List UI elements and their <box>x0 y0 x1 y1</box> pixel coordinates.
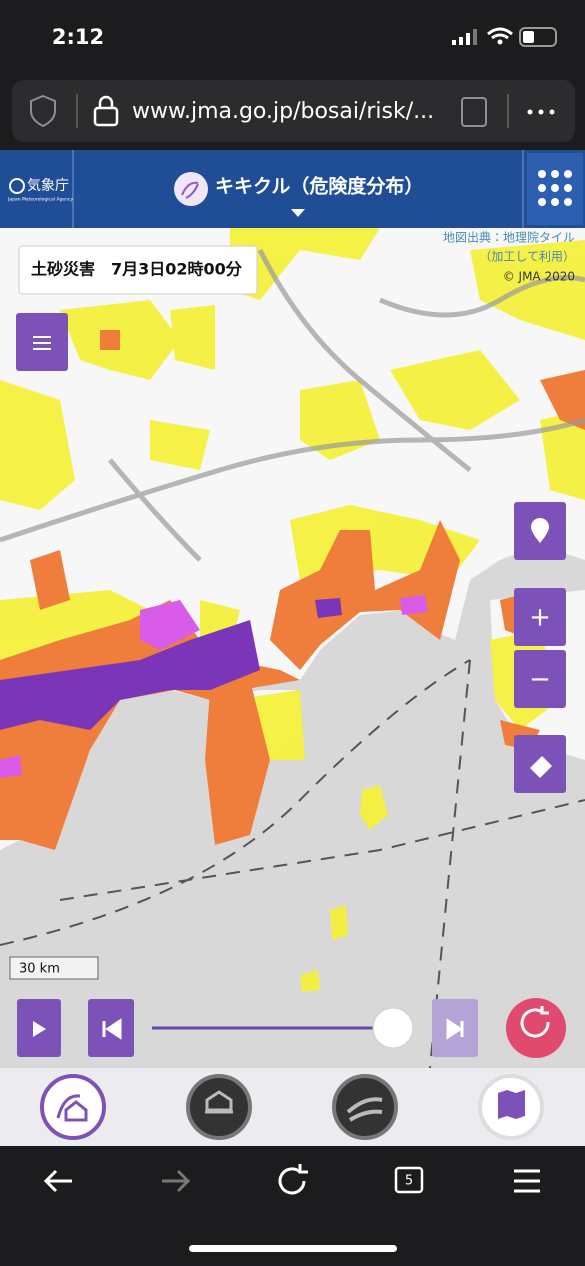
scale-bar <box>9 956 99 980</box>
hamburger-icon <box>33 336 51 350</box>
dropdown-arrow[interactable] <box>291 209 305 217</box>
tab-river-icon <box>346 1097 383 1122</box>
tab-landslide[interactable] <box>40 1074 106 1140</box>
battery-level <box>523 31 534 43</box>
reload-button[interactable] <box>278 1164 308 1195</box>
pin-icon <box>531 518 549 543</box>
zoom-in-button[interactable] <box>514 588 566 646</box>
zoom-in[interactable]: + <box>529 603 551 633</box>
first-icon <box>102 1018 122 1040</box>
grid-icon <box>538 170 572 206</box>
menu-dots[interactable] <box>527 109 555 115</box>
time: 2:12 <box>52 25 104 49</box>
back-button[interactable] <box>43 1169 72 1193</box>
tab-map-icon <box>498 1090 525 1119</box>
url[interactable]: www.jma.go.jp/bosai/risk/... <box>132 99 434 124</box>
info-text: 土砂災害 7月3日02時00分 <box>31 260 243 279</box>
battery <box>519 27 557 47</box>
lock-icon <box>93 106 119 127</box>
refresh-icon <box>520 1006 550 1038</box>
reader-icon[interactable] <box>461 97 487 127</box>
zoom-out[interactable]: − <box>529 665 551 695</box>
tab-landslide-icon <box>56 1094 88 1122</box>
attribution: 地図出典：地理院タイル <box>443 231 575 245</box>
kikikuru-icon[interactable] <box>174 172 208 206</box>
roads <box>0 248 585 562</box>
warning-magenta <box>0 595 428 778</box>
forward-button <box>162 1169 191 1193</box>
attribution: （加工して利用） <box>479 250 575 264</box>
scale-label: 30 km <box>19 962 60 977</box>
home-indicator <box>189 1245 397 1252</box>
tab-count[interactable]: 5 <box>405 1174 413 1189</box>
url-bar[interactable] <box>12 80 575 142</box>
lock-shackle <box>98 95 114 108</box>
zoom-out-button[interactable] <box>514 650 566 708</box>
timeline-thumb[interactable] <box>372 1007 414 1049</box>
tab-river[interactable] <box>332 1074 398 1140</box>
refresh-button[interactable] <box>506 998 566 1058</box>
signal <box>452 29 477 45</box>
info-box <box>18 245 258 295</box>
warning-purple <box>0 598 342 730</box>
site-header <box>0 150 585 228</box>
agency-en[interactable]: Japan Meteorological Agency <box>7 197 73 203</box>
last-icon <box>446 1018 464 1040</box>
wifi-dot <box>497 39 503 45</box>
wifi <box>487 27 513 40</box>
page-title[interactable]: キキクル（危険度分布） <box>215 175 423 198</box>
agency-name[interactable]: 気象庁 <box>27 178 69 194</box>
eraser-icon <box>530 756 552 778</box>
play-icon <box>33 1021 46 1037</box>
copyright: © JMA 2020 <box>503 270 575 284</box>
kikikuru-icon-mark <box>181 181 199 199</box>
map[interactable] <box>0 228 585 1068</box>
tab-flood[interactable] <box>186 1074 252 1140</box>
tabs-button[interactable] <box>394 1166 424 1194</box>
tab-flood-icon <box>205 1090 233 1114</box>
browser-menu[interactable] <box>514 1169 540 1193</box>
jma-logo[interactable] <box>9 178 25 194</box>
shield-icon[interactable] <box>30 94 56 128</box>
